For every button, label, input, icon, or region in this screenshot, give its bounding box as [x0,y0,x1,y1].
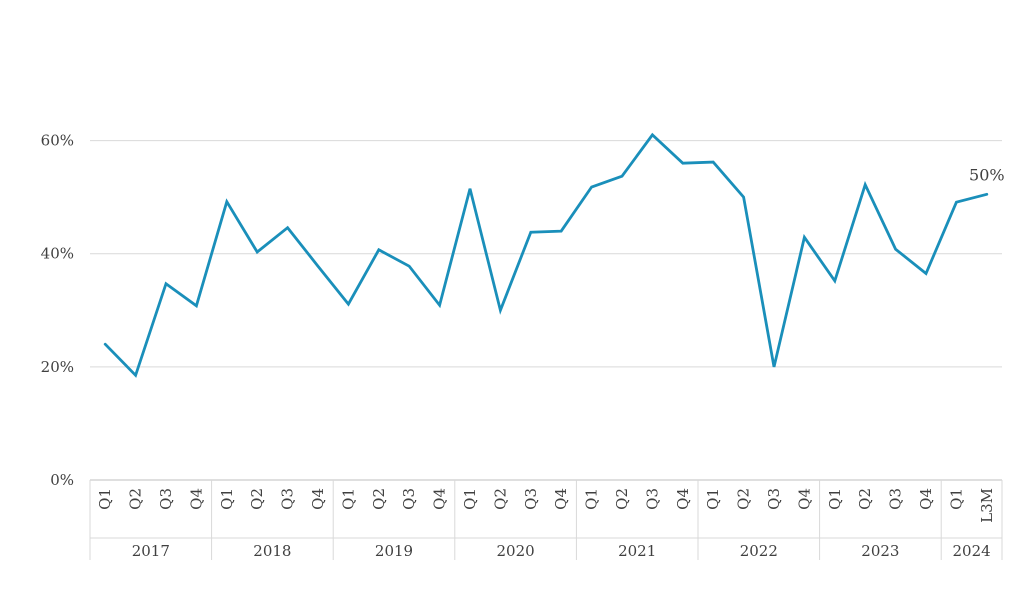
y-tick-label: 60% [41,132,74,150]
x-tick-label: Q1 [947,488,965,510]
x-tick-label: Q1 [704,488,722,510]
x-tick-label: Q3 [157,488,175,510]
x-tick-label: Q3 [887,488,905,510]
x-group-label: 2022 [740,542,778,560]
x-tick-label: Q4 [917,488,935,510]
series-line [103,132,989,378]
x-tick-label: Q3 [765,488,783,510]
data-label: 50% [969,165,1005,184]
x-group-label: 2024 [953,542,991,560]
x-tick-label: Q4 [309,488,327,510]
x-tick-label: Q4 [431,488,449,510]
x-tick-label: Q3 [279,488,297,510]
x-tick-label: Q2 [127,488,145,510]
y-tick-label: 40% [41,245,74,263]
y-axis-tick-labels: 0% 20% 40% 60% [41,132,74,489]
x-tick-label: Q2 [370,488,388,510]
x-tick-label: Q4 [552,488,570,510]
x-tick-label: Q2 [856,488,874,510]
x-tick-label: Q1 [96,488,114,510]
x-tick-label: Q1 [461,488,479,510]
x-group-label: 2021 [618,542,656,560]
x-tick-label: Q2 [613,488,631,510]
x-tick-label: Q4 [187,488,205,510]
x-group-label: 2018 [253,542,291,560]
x-tick-label: Q1 [583,488,601,510]
x-tick-label: Q2 [491,488,509,510]
gridlines [90,140,1002,368]
x-tick-label: Q3 [643,488,661,510]
x-tick-label: Q3 [522,488,540,510]
x-group-label: 2019 [375,542,413,560]
x-group-label: 2023 [861,542,899,560]
x-tick-label: Q1 [826,488,844,510]
x-tick-label: Q4 [674,488,692,510]
x-axis: Q1 Q2 Q3 Q4 Q1 Q2 Q3 Q4 Q1 Q2 Q3 Q4 Q1 Q2 Q3 Q4 Q1 Q2 Q3 Q4… [89,479,1003,560]
y-tick-label: 0% [50,471,74,489]
x-tick-label: Q1 [339,488,357,510]
x-tick-label: Q2 [248,488,266,510]
series-layer [103,132,989,378]
y-tick-label: 20% [41,358,74,376]
x-tick-label: Q4 [795,488,813,510]
x-group-label: 2017 [132,542,170,560]
x-tick-label: Q1 [218,488,236,510]
x-tick-label: Q2 [735,488,753,510]
x-group-label: 2020 [497,542,535,560]
data-labels: 50% [969,165,1005,184]
x-tick-label: Q3 [400,488,418,510]
x-tick-label: L3M [978,488,996,523]
